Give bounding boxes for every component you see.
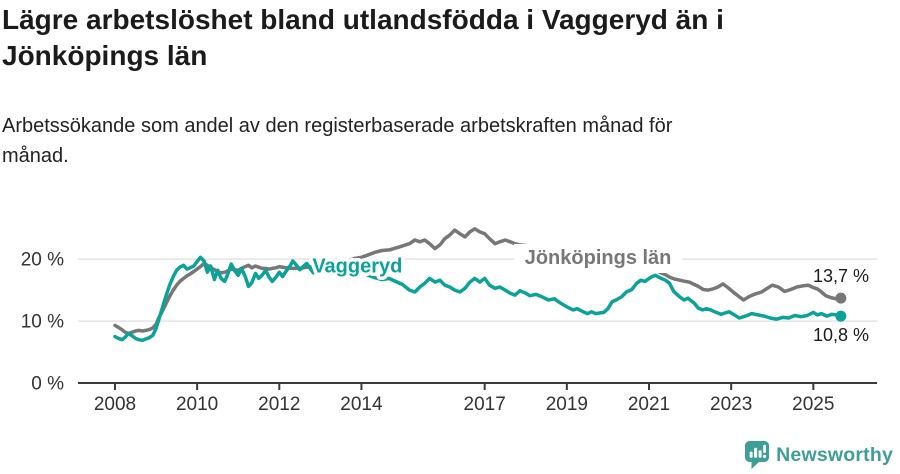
newsworthy-brand-text: Newsworthy bbox=[776, 443, 893, 466]
end-dot-vaggeryd bbox=[835, 310, 847, 322]
x-tick-label-2010: 2010 bbox=[176, 394, 218, 415]
x-tick-label-2021: 2021 bbox=[628, 394, 670, 415]
logo-bar-short bbox=[749, 451, 753, 458]
x-tick-label-2008: 2008 bbox=[94, 394, 136, 415]
newsworthy-brand: Newsworthy bbox=[745, 441, 893, 469]
series-line-vaggeryd bbox=[113, 255, 843, 343]
logo-bar-tall bbox=[754, 447, 758, 458]
x-tick-label-2019: 2019 bbox=[546, 394, 588, 415]
newsworthy-logo-icon bbox=[745, 441, 770, 469]
end-value-label-j-nk-pings-l-n: 13,7 % bbox=[813, 266, 869, 286]
x-tick-label-2023: 2023 bbox=[710, 394, 752, 415]
y-tick-label-0: 0 % bbox=[31, 374, 64, 395]
end-value-label-vaggeryd: 10,8 % bbox=[813, 325, 869, 345]
logo-exclamation-stem bbox=[763, 444, 767, 453]
y-tick-label-10: 10 % bbox=[21, 312, 64, 333]
end-dot-j-nk-pings-l-n bbox=[835, 292, 847, 304]
x-tick-label-2012: 2012 bbox=[258, 394, 300, 415]
logo-bar-medium bbox=[758, 450, 762, 458]
series-label-j-nk-pings-l-n: Jönköpings län bbox=[525, 247, 672, 269]
logo-exclamation-dot bbox=[763, 454, 767, 458]
series-line-j-nk-pings-l-n bbox=[113, 227, 843, 336]
y-tick-label-20: 20 % bbox=[21, 250, 64, 271]
label-halo-j-nk-pings-l-n bbox=[514, 243, 683, 273]
x-tick-label-2017: 2017 bbox=[464, 394, 506, 415]
chart-subtitle: Arbetssökande som andel av den registerb… bbox=[2, 115, 673, 167]
x-tick-label-2014: 2014 bbox=[340, 394, 383, 415]
series-label-vaggeryd: Vaggeryd bbox=[312, 255, 402, 277]
chart-title: Lägre arbetslöshet bland utlandsfödda i … bbox=[2, 4, 724, 71]
x-tick-label-2025: 2025 bbox=[792, 394, 834, 415]
